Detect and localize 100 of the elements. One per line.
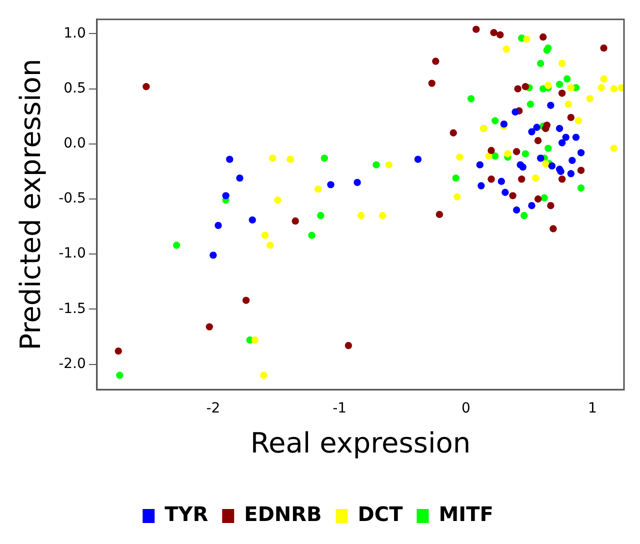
point <box>344 342 352 350</box>
point <box>509 192 516 200</box>
point <box>600 44 608 52</box>
point <box>558 60 566 68</box>
point <box>536 154 544 162</box>
x-tick-label: 1 <box>588 400 597 417</box>
point <box>274 196 282 204</box>
point <box>432 58 440 65</box>
point <box>488 176 495 183</box>
point <box>567 114 575 122</box>
point <box>214 222 222 230</box>
point <box>512 108 519 116</box>
point <box>542 160 550 168</box>
point <box>116 372 124 379</box>
point <box>266 242 274 249</box>
point <box>518 176 526 183</box>
point <box>577 184 585 192</box>
point <box>528 128 536 136</box>
point <box>567 170 575 178</box>
point <box>586 95 594 102</box>
point <box>512 148 520 156</box>
y-tick-label: -1.0 <box>58 246 86 262</box>
point <box>467 95 475 102</box>
point <box>251 336 259 344</box>
point <box>540 33 547 41</box>
point <box>519 163 526 171</box>
point <box>610 85 618 92</box>
point <box>222 192 230 200</box>
point <box>142 83 150 90</box>
point <box>567 84 575 92</box>
point <box>354 178 361 186</box>
point <box>533 124 540 131</box>
point <box>488 146 495 154</box>
legend-label: EDNRB <box>244 502 322 526</box>
point <box>542 124 550 132</box>
point <box>504 150 512 158</box>
y-tick-label: 0.0 <box>64 136 86 152</box>
point <box>528 202 536 210</box>
point <box>308 232 316 239</box>
point <box>514 85 522 92</box>
point <box>210 252 217 259</box>
point <box>523 36 530 43</box>
point <box>248 216 256 224</box>
point <box>618 84 624 92</box>
legend-label: TYR <box>164 502 208 526</box>
point <box>558 90 566 97</box>
point <box>558 176 566 183</box>
point <box>532 174 540 182</box>
y-tick-label: -2.0 <box>58 356 86 372</box>
point <box>491 152 499 160</box>
point <box>522 150 530 158</box>
legend-label: DCT <box>358 502 404 526</box>
point <box>502 46 510 53</box>
point <box>454 193 461 200</box>
point <box>226 156 234 163</box>
y-axis-title: Predicted expression <box>14 58 48 350</box>
y-tick-label: 0.5 <box>64 80 86 96</box>
point <box>512 206 520 214</box>
point <box>610 144 618 152</box>
point <box>450 129 457 136</box>
point <box>544 144 552 152</box>
point <box>547 102 554 109</box>
point <box>498 178 505 185</box>
point <box>286 156 294 163</box>
point <box>472 26 480 33</box>
point <box>269 154 276 162</box>
point <box>357 212 365 220</box>
y-tick-label: -1.5 <box>58 300 86 317</box>
point <box>564 100 572 108</box>
point <box>558 139 566 146</box>
point <box>522 83 530 90</box>
point <box>478 182 485 190</box>
point <box>428 80 436 87</box>
point <box>526 100 534 108</box>
point <box>557 168 564 176</box>
point <box>536 60 544 68</box>
point <box>547 202 554 210</box>
point <box>456 154 464 161</box>
point <box>314 185 322 193</box>
point <box>574 117 582 124</box>
point <box>372 161 380 168</box>
x-tick-label: 0 <box>462 400 470 417</box>
point <box>556 124 564 132</box>
point <box>543 46 550 54</box>
point <box>598 84 605 92</box>
legend-label: MITF <box>438 502 494 526</box>
point <box>577 149 585 156</box>
point <box>485 152 492 160</box>
point <box>548 162 556 170</box>
point <box>452 174 460 182</box>
point <box>544 82 552 90</box>
point <box>564 75 571 82</box>
point <box>327 181 334 188</box>
point <box>500 120 508 128</box>
point <box>114 347 122 355</box>
y-tick-label: -0.5 <box>58 190 86 207</box>
x-tick-label: -2 <box>206 400 220 417</box>
point <box>550 225 557 232</box>
point <box>476 161 484 168</box>
point <box>490 29 498 36</box>
